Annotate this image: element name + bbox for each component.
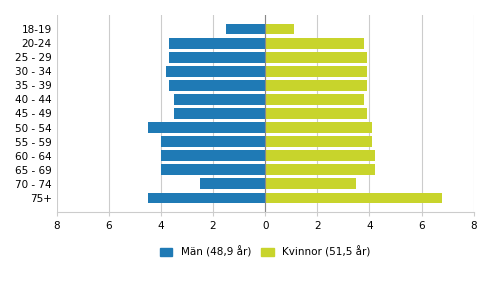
Bar [265,52,367,63]
Bar [265,178,356,189]
Bar [200,178,265,189]
Bar [174,94,265,105]
Bar [148,122,265,133]
Bar [265,80,367,91]
Bar [265,122,372,133]
Bar [166,66,265,77]
Bar [226,24,265,34]
Bar [169,52,265,63]
Legend: Män (48,9 år), Kvinnor (51,5 år): Män (48,9 år), Kvinnor (51,5 år) [155,242,375,262]
Bar [169,38,265,49]
Bar [265,38,364,49]
Bar [265,164,374,175]
Bar [265,108,367,119]
Bar [265,66,367,77]
Bar [265,136,372,147]
Bar [174,108,265,119]
Bar [161,136,265,147]
Bar [265,192,442,203]
Bar [265,94,364,105]
Bar [265,24,294,34]
Bar [148,192,265,203]
Bar [161,164,265,175]
Bar [265,150,374,161]
Bar [161,150,265,161]
Bar [169,80,265,91]
